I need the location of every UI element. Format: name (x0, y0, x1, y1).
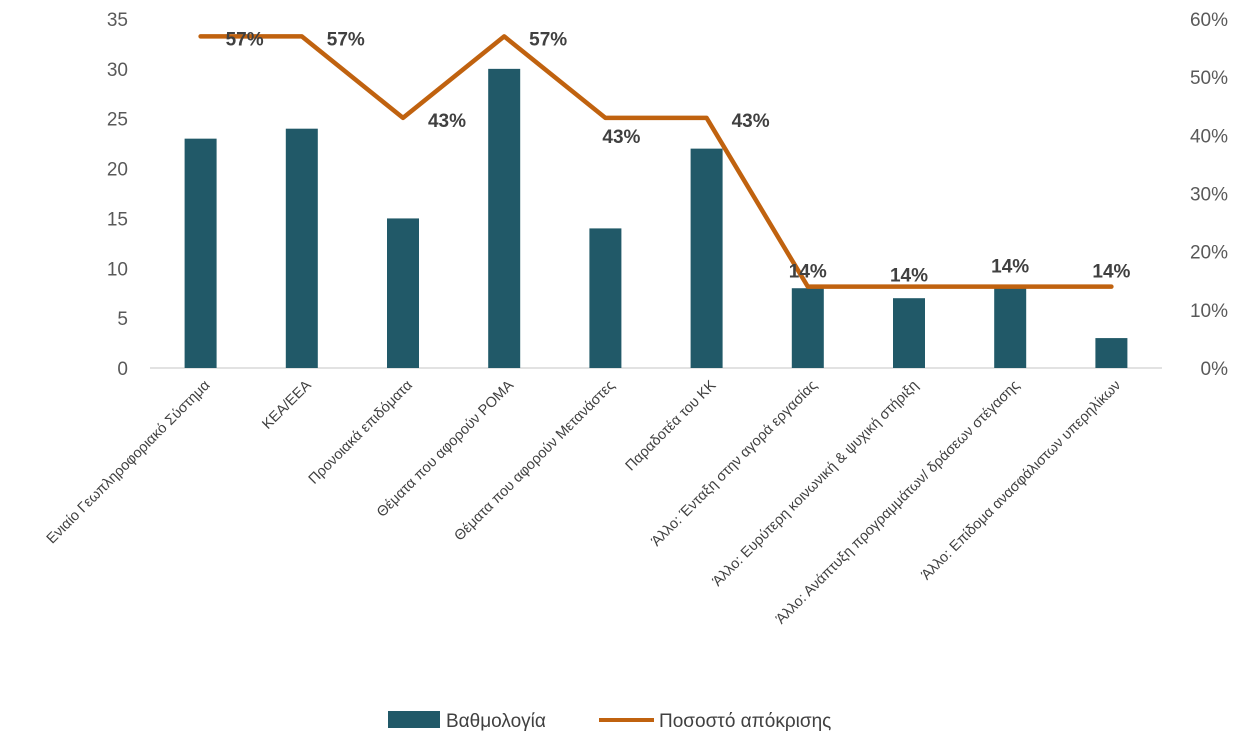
category-label: Παραδοτέα του ΚΚ (623, 377, 720, 474)
left-axis: 0 5 10 15 20 25 30 35 (107, 10, 128, 380)
legend: Βαθμολογία Ποσοστό απόκρισης (388, 711, 831, 732)
category-label: Άλλο: Ένταξη στην αγορά εργασίας (648, 378, 820, 550)
line-data-label: 14% (991, 257, 1029, 278)
right-axis-tick: 50% (1190, 68, 1228, 89)
bar-series (184, 68, 1128, 368)
right-axis-tick: 10% (1190, 301, 1228, 322)
bar (589, 228, 622, 368)
line-data-label: 14% (890, 266, 928, 287)
right-axis: 0% 10% 20% 30% 40% 50% 60% (1190, 10, 1228, 380)
line-data-label: 43% (602, 127, 640, 148)
left-axis-tick: 0 (117, 359, 128, 380)
category-label: Άλλο: Επίδομα ανασφάλιστων υπερηλίκων (918, 378, 1124, 584)
line-series (198, 34, 1114, 289)
line-data-label: 43% (732, 111, 770, 132)
right-axis-tick: 0% (1201, 359, 1229, 380)
right-axis-tick: 60% (1190, 10, 1228, 31)
legend-swatch-bars (388, 711, 440, 728)
bar (893, 298, 925, 368)
line-data-label: 14% (1092, 262, 1130, 283)
category-labels: Ενιαίο Γεωπληροφοριακό Σύστημα ΚΕΑ/ΕΕΑΠρο… (44, 377, 1124, 627)
left-axis-tick: 30 (107, 60, 128, 81)
line-data-label: 43% (428, 111, 466, 132)
line-path (198, 34, 1114, 289)
line-data-label: 14% (789, 262, 827, 283)
line-data-labels: 57% 57% 43% 57% 43% 43% 14% 14% 14% 14% (226, 29, 1131, 286)
bar (387, 218, 419, 368)
left-axis-tick: 10 (107, 259, 128, 280)
left-axis-tick: 25 (107, 110, 128, 131)
left-axis-tick: 5 (117, 309, 128, 330)
bar (994, 288, 1027, 368)
category-label: Άλλο: Ανάπτυξη προγραμμάτων/ δράσεων στέ… (773, 378, 1023, 628)
category-label: Προνοιακά επιδόματα (306, 378, 416, 488)
left-axis-tick: 20 (107, 160, 128, 181)
bar (285, 128, 318, 368)
left-axis-tick: 15 (107, 209, 128, 230)
right-axis-tick: 40% (1190, 126, 1228, 147)
line-data-label: 57% (226, 29, 264, 50)
bar (184, 138, 217, 368)
bar (690, 148, 723, 368)
line-data-label: 57% (529, 29, 567, 50)
legend-label-line: Ποσοστό απόκρισης (659, 711, 831, 732)
legend-label-bars: Βαθμολογία (446, 711, 546, 732)
category-label: Άλλο: Ευρύτερη κοινωνική & ψυχική στήριξ… (710, 378, 922, 590)
right-axis-tick: 30% (1190, 185, 1228, 206)
line-data-label: 57% (327, 29, 365, 50)
left-axis-tick: 35 (107, 10, 128, 31)
bar (488, 68, 521, 368)
bar (1095, 338, 1128, 368)
bar (791, 288, 824, 368)
category-label: Θέματα που αφορούν Μετανάστες (451, 378, 618, 545)
right-axis-tick: 20% (1190, 243, 1228, 264)
category-label: Ενιαίο Γεωπληροφοριακό Σύστημα (44, 378, 214, 548)
category-label: ΚΕΑ/ΕΕΑ (259, 377, 314, 432)
